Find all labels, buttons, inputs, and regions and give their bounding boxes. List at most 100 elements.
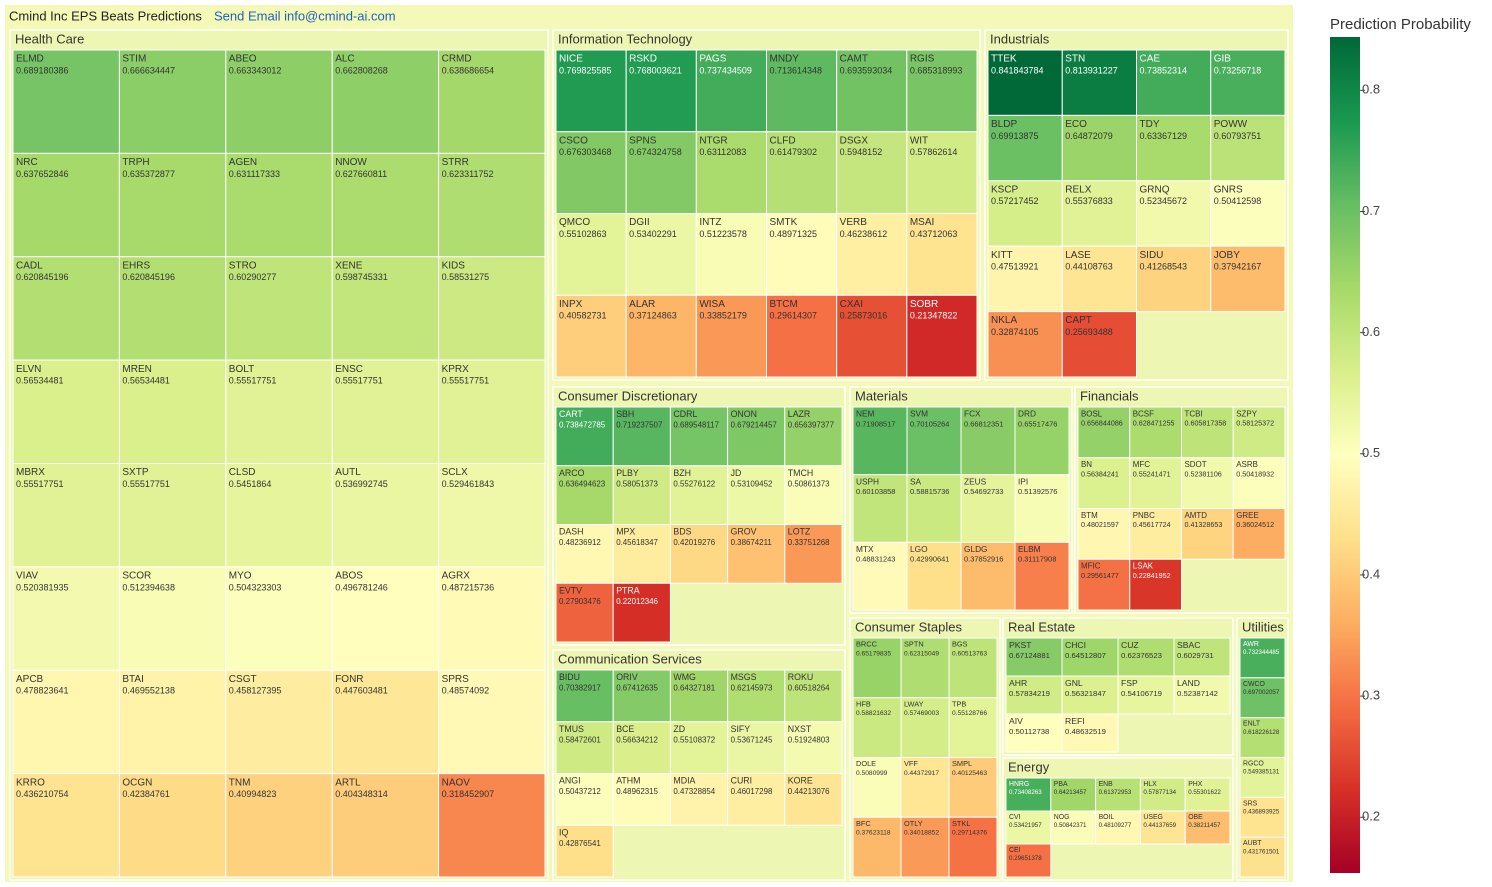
tile	[852, 474, 908, 543]
tile	[906, 294, 978, 378]
tile-name: NICE	[559, 54, 583, 65]
tile-value: 0.29714376	[952, 830, 987, 837]
tile-value: 0.605817358	[1185, 420, 1227, 428]
tile-name: KPRX	[442, 364, 470, 375]
tile	[438, 359, 546, 464]
tile-name: TRPH	[122, 157, 149, 168]
tile-name: TNM	[229, 777, 251, 788]
tile-value: 0.41328653	[1185, 521, 1223, 529]
tile-value: 0.29651378	[1009, 855, 1042, 862]
tile	[12, 152, 120, 258]
tile-name: SZPY	[1236, 409, 1257, 418]
tile-value: 0.64872079	[1065, 131, 1113, 141]
tile-name: CSGT	[229, 674, 257, 685]
tile	[118, 152, 227, 258]
tile-name: FONR	[335, 674, 363, 685]
tile-name: SOBR	[910, 299, 938, 310]
tile-name: SA	[910, 476, 922, 486]
tile	[612, 669, 671, 723]
tile-value: 0.636494623	[559, 479, 606, 488]
email-link[interactable]: Send Email info@cmind-ai.com	[214, 8, 396, 23]
tile-value: 0.55517751	[16, 479, 64, 489]
tile-name: SMPL	[952, 759, 972, 768]
tile	[1239, 796, 1286, 838]
tile-name: BDS	[673, 527, 691, 537]
tile-value: 0.70105264	[910, 419, 949, 428]
tile-value: 0.32874105	[991, 327, 1039, 337]
tile-name: ASRB	[1236, 460, 1258, 469]
tile-name: MPX	[616, 527, 635, 537]
tile	[852, 816, 902, 878]
tile-name: FSP	[1121, 678, 1138, 688]
tile	[669, 773, 729, 826]
sector-label: Financials	[1080, 388, 1139, 403]
tile-value: 0.5080999	[856, 770, 888, 777]
tile-name: MBRX	[16, 467, 45, 478]
tile-name: PNBC	[1133, 511, 1155, 520]
tile-name: PKST	[1009, 640, 1032, 650]
tile	[1061, 245, 1137, 313]
tile	[331, 566, 440, 671]
tile-value: 0.37852916	[964, 555, 1003, 564]
tile-value: 0.693593034	[840, 65, 893, 75]
tile	[1136, 245, 1212, 313]
tile	[1129, 508, 1182, 560]
tile-value: 0.318452907	[442, 789, 495, 799]
tile	[555, 465, 614, 525]
tile-name: AHR	[1009, 678, 1027, 688]
tile-value: 0.520381935	[16, 582, 69, 592]
tile	[555, 131, 627, 214]
chart-title: Cmind Inc EPS Beats Predictions	[9, 8, 202, 23]
tile-name: PLBY	[616, 468, 639, 478]
tile	[438, 566, 546, 671]
tile-name: ABEO	[229, 54, 257, 65]
tile-name: CVI	[1009, 814, 1021, 821]
tile	[12, 566, 120, 671]
tile-name: NEM	[856, 409, 875, 419]
tile	[669, 524, 729, 584]
tile-name: ARCO	[559, 468, 585, 478]
tile	[784, 524, 843, 584]
tile-name: AGEN	[229, 157, 257, 168]
tile	[836, 213, 908, 296]
tile-value: 0.620845196	[16, 272, 69, 282]
tile	[555, 773, 614, 826]
tile-value: 0.53671245	[731, 735, 773, 744]
tile	[669, 721, 729, 774]
tile	[1077, 457, 1131, 509]
tile-value: 0.73852314	[1140, 65, 1188, 75]
tile	[1129, 558, 1182, 611]
tile	[784, 773, 843, 826]
tile-value: 0.529461843	[442, 479, 495, 489]
tile-name: REFI	[1065, 716, 1085, 726]
tile-value: 0.536992745	[335, 479, 388, 489]
tile-name: CWCO	[1243, 681, 1265, 688]
tile	[987, 311, 1063, 378]
tile-value: 0.57877134	[1143, 789, 1176, 796]
tile-name: POWW	[1214, 119, 1248, 130]
tile-name: PBA	[1054, 781, 1068, 788]
tile-name: SPRS	[442, 674, 470, 685]
tile-name: DASH	[559, 527, 583, 537]
tile-value: 0.36024512	[1236, 521, 1274, 529]
sector-label: Materials	[855, 388, 908, 403]
tile-value: 0.63112083	[699, 147, 746, 157]
tile-name: TTEK	[991, 54, 1017, 65]
tile	[612, 406, 671, 467]
tile-value: 0.70382917	[559, 684, 601, 693]
tile-name: TPB	[952, 699, 966, 708]
tile	[836, 294, 908, 378]
tile	[225, 566, 333, 671]
tile-value: 0.31117908	[1018, 555, 1056, 564]
tile	[727, 773, 786, 826]
tile-name: NRC	[16, 157, 38, 168]
tile-value: 0.60290277	[229, 272, 277, 282]
tile	[852, 697, 902, 758]
tile-value: 0.447603481	[335, 686, 388, 696]
tile-name: AWR	[1243, 641, 1259, 648]
tile-value: 0.50418932	[1236, 470, 1274, 478]
tile-value: 0.52387142	[1177, 689, 1218, 698]
tile-name: SMTK	[770, 217, 798, 228]
tile-value: 0.67412635	[616, 684, 658, 693]
tile-name: VIAV	[16, 571, 38, 582]
